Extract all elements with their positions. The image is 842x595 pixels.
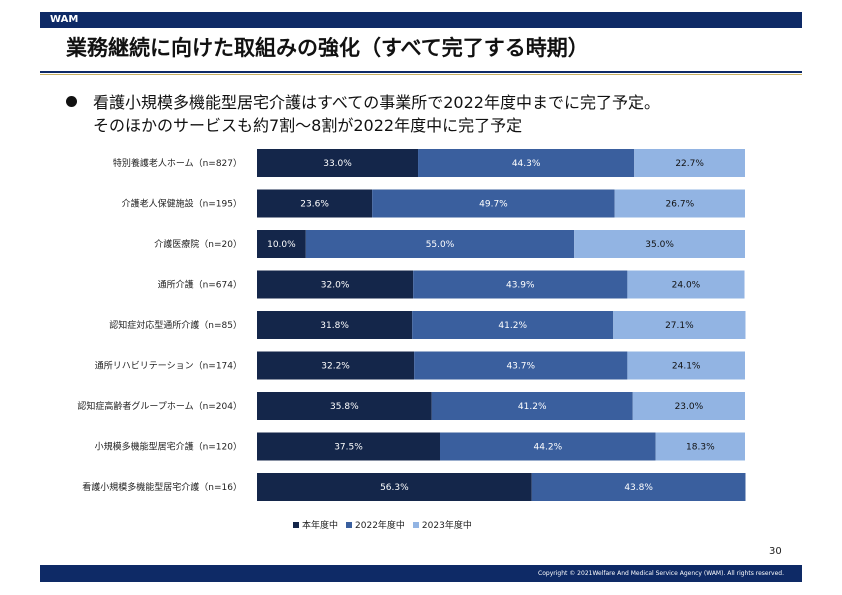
data-label: 31.8% xyxy=(320,321,349,331)
bar-segment xyxy=(257,351,415,380)
data-label: 24.1% xyxy=(672,362,701,372)
legend-item-this-year: 本年度中 xyxy=(293,518,338,531)
bar-segment xyxy=(431,392,633,420)
summary-line-2: そのほかのサービスも約7割～8割が2022年度中に完了予定 xyxy=(93,116,523,135)
bar-segment xyxy=(574,230,745,258)
data-label: 44.3% xyxy=(512,159,541,169)
bar-segment xyxy=(257,432,440,461)
bar-segment xyxy=(632,392,745,420)
summary-line-1: 看護小規模多機能型居宅介護はすべての事業所で2022年度中までに完了予定。 xyxy=(93,93,660,112)
data-label: 41.2% xyxy=(518,402,547,412)
bar-segment xyxy=(613,311,746,339)
data-label: 23.0% xyxy=(675,402,704,412)
data-label: 10.0% xyxy=(267,240,296,250)
bar-segment xyxy=(531,473,746,501)
header-bar: WAM xyxy=(40,12,802,28)
title-divider-accent xyxy=(40,74,802,75)
data-label: 27.1% xyxy=(665,321,694,331)
data-label: 26.7% xyxy=(666,200,695,210)
bar-segment xyxy=(257,473,532,501)
data-label: 43.7% xyxy=(506,362,535,372)
footer-bar: Copyright © 2021Welfare And Medical Serv… xyxy=(40,565,802,582)
data-label: 55.0% xyxy=(426,240,455,250)
legend-swatch-icon xyxy=(346,521,353,528)
summary-bullet: 看護小規模多機能型居宅介護はすべての事業所で2022年度中までに完了予定。 その… xyxy=(66,91,660,137)
category-label: 介護老人保健施設（n=195） xyxy=(122,198,242,210)
page-number: 30 xyxy=(769,546,782,557)
bar-segment xyxy=(305,230,575,258)
data-label: 23.6% xyxy=(300,200,329,210)
bar-segment xyxy=(414,351,628,380)
data-label: 43.8% xyxy=(624,483,653,493)
bar-segment xyxy=(418,149,635,177)
title-divider xyxy=(40,71,802,73)
bar-segment xyxy=(257,189,373,218)
bullet-icon xyxy=(66,96,77,107)
bar-segment xyxy=(257,230,306,258)
bar-segment xyxy=(627,351,745,380)
data-label: 32.2% xyxy=(321,362,350,372)
bar-segment xyxy=(257,149,419,177)
data-label: 32.0% xyxy=(321,281,350,291)
category-label: 通所リハビリテーション（n=174） xyxy=(95,361,242,372)
legend-label: 本年度中 xyxy=(302,521,339,531)
page-title: 業務継続に向けた取組みの強化（すべて完了する時期） xyxy=(66,36,589,60)
bar-segment xyxy=(257,270,414,299)
bar-segment xyxy=(634,149,745,177)
bar-segment xyxy=(257,392,432,420)
data-label: 43.9% xyxy=(506,281,535,291)
category-label: 特別養護老人ホーム（n=827） xyxy=(113,157,242,169)
category-label: 介護医療院（n=20） xyxy=(154,238,242,250)
data-label: 22.7% xyxy=(675,159,704,169)
bar-segment xyxy=(413,270,628,299)
bar-segment xyxy=(440,432,656,461)
bar-segment xyxy=(614,189,745,218)
category-label: 小規模多機能型居宅介護（n=120） xyxy=(95,441,242,453)
data-label: 35.0% xyxy=(645,240,674,250)
category-label: 看護小規模多機能型居宅介護（n=16） xyxy=(82,481,242,493)
bar-segment xyxy=(372,189,615,218)
copyright-text: Copyright © 2021Welfare And Medical Serv… xyxy=(538,570,784,577)
category-label: 通所介護（n=674） xyxy=(158,279,242,291)
chart-legend: 本年度中 2022年度中 2023年度中 xyxy=(293,518,472,531)
data-label: 44.2% xyxy=(534,443,563,453)
data-label: 24.0% xyxy=(672,281,701,291)
data-label: 56.3% xyxy=(380,483,409,493)
bar-segment xyxy=(257,311,413,339)
data-label: 18.3% xyxy=(686,443,715,453)
legend-item-2023: 2023年度中 xyxy=(412,518,472,531)
data-label: 35.8% xyxy=(330,402,359,412)
bar-segment xyxy=(412,311,614,339)
legend-swatch-icon xyxy=(293,521,299,528)
legend-swatch-icon xyxy=(412,521,419,528)
legend-item-2022: 2022年度中 xyxy=(346,518,405,531)
legend-label: 2023年度中 xyxy=(421,521,472,531)
data-label: 41.2% xyxy=(498,321,527,331)
bar-segment xyxy=(627,270,745,299)
data-label: 37.5% xyxy=(334,443,363,453)
category-label: 認知症高齢者グループホーム（n=204） xyxy=(77,400,242,412)
data-label: 49.7% xyxy=(479,200,508,210)
bar-segment xyxy=(655,432,745,461)
legend-label: 2022年度中 xyxy=(355,521,405,531)
data-label: 33.0% xyxy=(323,159,352,169)
category-label: 認知症対応型通所介護（n=85） xyxy=(109,319,242,331)
brand-label: WAM xyxy=(50,14,79,25)
